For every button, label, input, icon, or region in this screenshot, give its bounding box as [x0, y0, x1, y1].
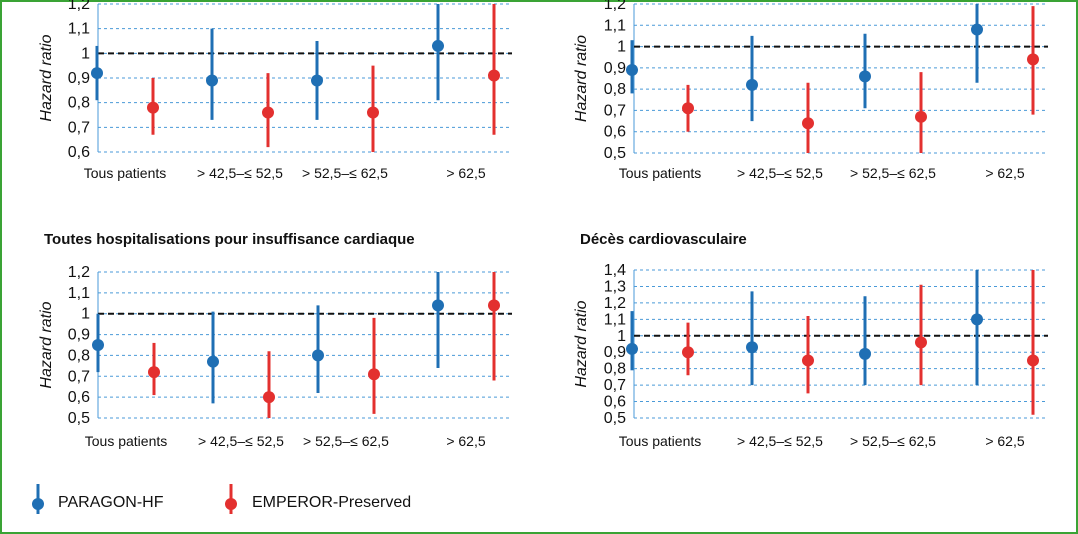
hr-point	[746, 78, 758, 91]
y-tick-label: 1	[81, 45, 90, 62]
y-tick-label: 1,1	[68, 21, 90, 38]
y-tick-label: 0,8	[68, 95, 90, 112]
y-tick-label: 0,7	[68, 368, 90, 385]
hr-point	[682, 346, 694, 359]
y-tick-label: 0,5	[604, 145, 626, 162]
hr-point	[971, 313, 983, 326]
panel-title-cv-death: Décès cardiovasculaire	[580, 231, 747, 248]
y-tick-label: 0,9	[604, 344, 626, 361]
hr-point	[432, 299, 444, 312]
y-tick-label: 0,6	[68, 144, 90, 161]
panel-title-hf-hospitalisation: Toutes hospitalisations pour insuffisanc…	[44, 231, 415, 248]
hr-point	[1027, 354, 1039, 367]
hr-point	[626, 63, 638, 76]
x-category-label: > 42,5–≤ 52,5	[197, 165, 283, 181]
x-category-label: > 52,5–≤ 62,5	[302, 165, 388, 181]
hr-point	[367, 106, 379, 119]
y-tick-label: 0,8	[604, 81, 626, 98]
hr-point	[915, 110, 927, 123]
x-category-label: > 62,5	[985, 433, 1025, 449]
y-tick-label: 1,4	[604, 262, 626, 279]
y-tick-label: 0,7	[604, 377, 626, 394]
hr-point	[488, 299, 500, 312]
hr-point	[147, 101, 159, 114]
x-category-label: > 42,5–≤ 52,5	[737, 165, 823, 181]
x-category-label: > 62,5	[446, 433, 486, 449]
x-category-label: Tous patients	[619, 165, 702, 181]
y-tick-label: 1,1	[68, 285, 90, 302]
y-tick-label: 0,5	[68, 410, 90, 427]
hr-point	[682, 102, 694, 115]
y-tick-label: 0,5	[604, 410, 626, 427]
y-tick-label: 1	[617, 328, 626, 345]
hr-point	[859, 70, 871, 83]
hr-point	[859, 347, 871, 360]
x-category-label: > 52,5–≤ 62,5	[303, 433, 389, 449]
y-tick-label: 0,8	[604, 361, 626, 378]
forest-panel-2: 0,5 0,6 0,7 0,8 0,9 1 1,1 1,2 Hazard ratio Tous p…	[38, 264, 512, 449]
legend-marker-dot	[225, 498, 237, 510]
hr-point	[626, 342, 638, 355]
y-tick-label: 0,9	[68, 327, 90, 344]
x-category-label: > 42,5–≤ 52,5	[198, 433, 284, 449]
legend-marker-dot	[32, 498, 44, 510]
y-tick-label: 1,2	[68, 0, 90, 13]
hr-point	[915, 336, 927, 349]
y-tick-label: 1,3	[604, 278, 626, 295]
y-tick-label: 0,8	[68, 347, 90, 364]
x-category-label: > 52,5–≤ 62,5	[850, 165, 936, 181]
hr-point	[488, 69, 500, 82]
x-category-label: Tous patients	[619, 433, 702, 449]
y-tick-label: 1,1	[604, 17, 626, 34]
y-tick-label: 0,6	[68, 389, 90, 406]
y-tick-label: 0,6	[604, 124, 626, 141]
y-tick-label: 0,7	[68, 119, 90, 136]
forest-panel-0: 0,6 0,7 0,8 0,9 1 1,1 1,2 Hazard ratio Tous pati…	[38, 0, 512, 181]
forest-panel-3: 0,50,60,70,80,911,11,21,31,4 Hazard ratio…	[573, 262, 1048, 449]
hr-point	[971, 23, 983, 36]
hr-point	[148, 366, 160, 379]
hr-point	[207, 355, 219, 368]
hr-point	[206, 74, 218, 87]
y-tick-label: 1,2	[604, 0, 626, 13]
legend-label-paragon: PARAGON-HF	[58, 494, 164, 511]
hr-point	[432, 39, 444, 52]
y-tick-label: 1	[81, 306, 90, 323]
hr-point	[368, 368, 380, 381]
y-axis-label: Hazard ratio	[38, 34, 55, 121]
y-axis-label: Hazard ratio	[573, 300, 590, 387]
y-tick-label: 1,1	[604, 311, 626, 328]
x-category-label: > 62,5	[985, 165, 1025, 181]
y-axis-label: Hazard ratio	[38, 301, 55, 388]
y-axis-label: Hazard ratio	[573, 35, 590, 122]
hr-point	[311, 74, 323, 87]
hr-point	[802, 117, 814, 130]
y-tick-label: 1,2	[68, 264, 90, 281]
legend-label-emperor: EMPEROR-Preserved	[252, 494, 412, 511]
y-tick-label: 0,6	[604, 394, 626, 411]
hr-point	[91, 67, 103, 80]
hr-point	[312, 349, 324, 362]
hr-point	[263, 391, 275, 404]
y-tick-label: 0,9	[604, 60, 626, 77]
hr-point	[746, 341, 758, 354]
y-tick-label: 0,9	[68, 70, 90, 87]
x-category-label: > 42,5–≤ 52,5	[737, 433, 823, 449]
x-category-label: Tous patients	[84, 165, 167, 181]
hr-point	[262, 106, 274, 119]
y-tick-label: 1	[617, 39, 626, 56]
x-category-label: > 52,5–≤ 62,5	[850, 433, 936, 449]
x-category-label: > 62,5	[446, 165, 486, 181]
hr-point	[1027, 53, 1039, 66]
hr-point	[802, 354, 814, 367]
hr-point	[92, 339, 104, 351]
forest-panel-1: 0,5 0,6 0,7 0,8 0,9 1 1,1 1,2 Hazard ratio Tous p…	[573, 0, 1048, 181]
x-category-label: Tous patients	[85, 433, 168, 449]
y-tick-label: 1,2	[604, 295, 626, 312]
y-tick-label: 0,7	[604, 102, 626, 119]
